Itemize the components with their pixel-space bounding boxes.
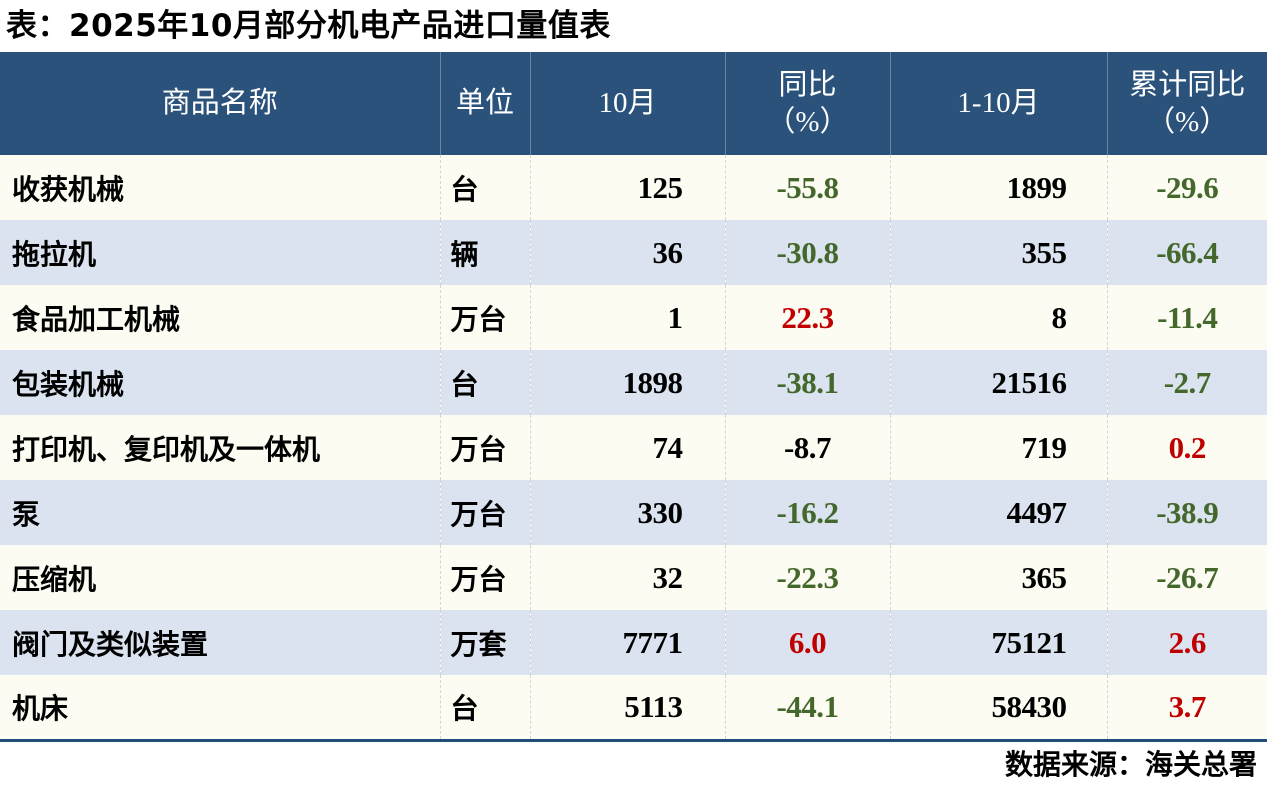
table-row: 食品加工机械 万台 1 22.3 8 -11.4 <box>0 285 1267 350</box>
cell-yoy-percent: -16.2 <box>724 480 890 545</box>
cell-unit: 万台 <box>439 415 530 480</box>
table-row: 压缩机 万台 32 -22.3 365 -26.7 <box>0 545 1267 610</box>
cell-yoy-percent: -8.7 <box>724 415 890 480</box>
cell-product-name: 拖拉机 <box>0 220 440 285</box>
cell-unit: 台 <box>439 350 530 415</box>
cell-cumulative-yoy-percent: 0.2 <box>1106 415 1267 480</box>
cell-october-value: 1 <box>529 285 725 350</box>
cell-cumulative-yoy-percent: 2.6 <box>1106 610 1267 675</box>
cell-october-value: 36 <box>529 220 725 285</box>
column-header-cumulative-yoy: 累计同比 （%） <box>1106 52 1267 155</box>
cell-october-value: 32 <box>529 545 725 610</box>
cell-october-value: 7771 <box>529 610 725 675</box>
cell-cumulative-yoy-percent: -2.7 <box>1106 350 1267 415</box>
cell-cumulative-yoy-percent: -38.9 <box>1106 480 1267 545</box>
cell-jan-oct-value: 75121 <box>889 610 1107 675</box>
cell-yoy-percent: -22.3 <box>724 545 890 610</box>
table-row: 机床台 5113 -44.1 58430 3.7 <box>0 675 1267 740</box>
cell-october-value: 330 <box>529 480 725 545</box>
data-source-note: 数据来源：海关总署 <box>1004 747 1257 781</box>
cell-yoy-percent: -44.1 <box>724 675 890 740</box>
cell-product-name: 压缩机 <box>0 545 440 610</box>
cell-product-name: 食品加工机械 <box>0 285 440 350</box>
column-header-unit: 单位 <box>439 52 530 155</box>
cell-jan-oct-value: 21516 <box>889 350 1107 415</box>
cell-product-name: 阀门及类似装置 <box>0 610 440 675</box>
cell-yoy-percent: 22.3 <box>724 285 890 350</box>
table-title: 表：2025年10月部分机电产品进口量值表 <box>6 8 611 44</box>
import-table: 商品名称 单位 10月 同比 （%） 1-10月 累计同比 （%） 收获机械台 125 -55.8… <box>0 52 1267 742</box>
column-header-product-name: 商品名称 <box>0 52 440 155</box>
column-header-october: 10月 <box>529 52 725 155</box>
cell-product-name: 机床 <box>0 675 440 740</box>
cell-unit: 万套 <box>439 610 530 675</box>
cell-jan-oct-value: 365 <box>889 545 1107 610</box>
table-row: 包装机械台 1898 -38.1 21516 -2.7 <box>0 350 1267 415</box>
cell-jan-oct-value: 8 <box>889 285 1107 350</box>
table-row: 拖拉机辆 36 -30.8 355 -66.4 <box>0 220 1267 285</box>
column-header-yoy: 同比 （%） <box>724 52 890 155</box>
table-row: 阀门及类似装置 万套 7771 6.0 75121 2.6 <box>0 610 1267 675</box>
cell-yoy-percent: -30.8 <box>724 220 890 285</box>
cell-unit: 辆 <box>439 220 530 285</box>
table-header: 商品名称 单位 10月 同比 （%） 1-10月 累计同比 （%） <box>0 52 1267 155</box>
cell-unit: 台 <box>439 675 530 740</box>
cell-unit: 万台 <box>439 285 530 350</box>
cell-cumulative-yoy-percent: -26.7 <box>1106 545 1267 610</box>
cell-product-name: 收获机械 <box>0 155 440 220</box>
cell-jan-oct-value: 4497 <box>889 480 1107 545</box>
cell-october-value: 5113 <box>529 675 725 740</box>
cell-product-name: 泵 <box>0 480 440 545</box>
cell-yoy-percent: -38.1 <box>724 350 890 415</box>
table-row: 泵万台 330 -16.2 4497 -38.9 <box>0 480 1267 545</box>
cell-product-name: 包装机械 <box>0 350 440 415</box>
table-row: 收获机械台 125 -55.8 1899 -29.6 <box>0 155 1267 220</box>
cell-unit: 万台 <box>439 545 530 610</box>
header-row: 商品名称 单位 10月 同比 （%） 1-10月 累计同比 （%） <box>0 52 1267 155</box>
cell-jan-oct-value: 58430 <box>889 675 1107 740</box>
cell-jan-oct-value: 719 <box>889 415 1107 480</box>
cell-cumulative-yoy-percent: -66.4 <box>1106 220 1267 285</box>
cell-cumulative-yoy-percent: 3.7 <box>1106 675 1267 740</box>
cell-october-value: 1898 <box>529 350 725 415</box>
table-body: 收获机械台 125 -55.8 1899 -29.6 拖拉机辆 36 -30.8 355 -66.… <box>0 155 1267 740</box>
cell-yoy-percent: -55.8 <box>724 155 890 220</box>
cell-cumulative-yoy-percent: -11.4 <box>1106 285 1267 350</box>
cell-october-value: 125 <box>529 155 725 220</box>
cell-october-value: 74 <box>529 415 725 480</box>
cell-yoy-percent: 6.0 <box>724 610 890 675</box>
cell-jan-oct-value: 355 <box>889 220 1107 285</box>
column-header-jan-oct: 1-10月 <box>889 52 1107 155</box>
cell-unit: 万台 <box>439 480 530 545</box>
cell-jan-oct-value: 1899 <box>889 155 1107 220</box>
cell-cumulative-yoy-percent: -29.6 <box>1106 155 1267 220</box>
cell-product-name: 打印机、复印机及一体机 <box>0 415 440 480</box>
cell-unit: 台 <box>439 155 530 220</box>
table-row: 打印机、复印机及一体机 万台 74 -8.7 719 0.2 <box>0 415 1267 480</box>
